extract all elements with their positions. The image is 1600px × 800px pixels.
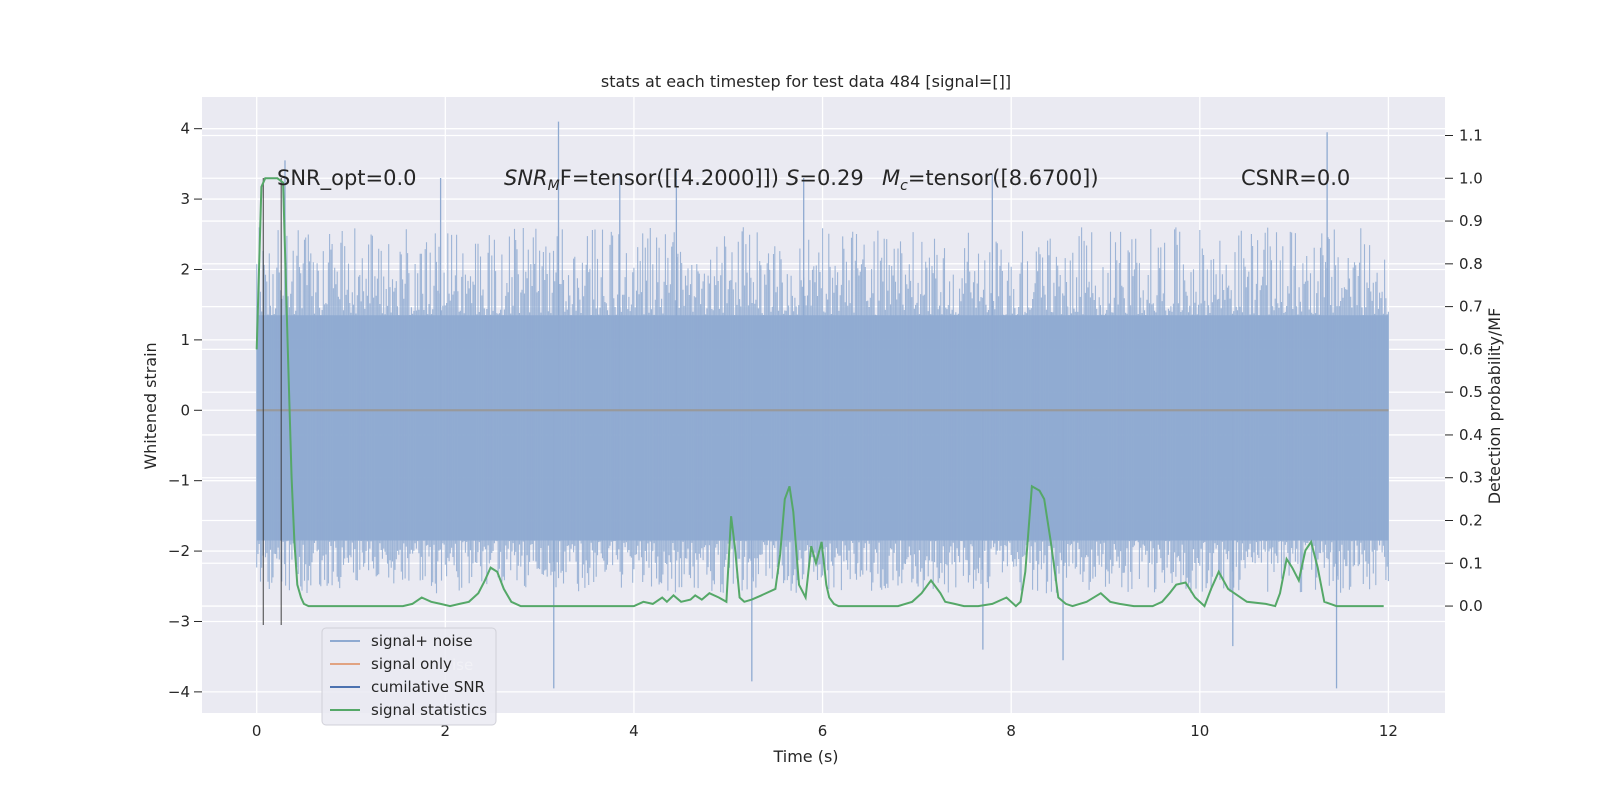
x-tick-label: 4 bbox=[629, 722, 639, 740]
y-right-tick-label: 1.0 bbox=[1459, 169, 1483, 187]
chart-title: stats at each timestep for test data 484… bbox=[601, 72, 1011, 91]
mc-symbol: M bbox=[882, 166, 900, 190]
s-symbol: S bbox=[786, 166, 799, 190]
x-tick-label: 8 bbox=[1006, 722, 1016, 740]
x-axis-ticks: 0 2 4 6 8 10 12 bbox=[252, 722, 1398, 740]
x-tick-label: 10 bbox=[1190, 722, 1209, 740]
y-tick-label: −1 bbox=[168, 472, 190, 490]
vertical-markers bbox=[262, 177, 282, 625]
y-right-tick-label: 0.8 bbox=[1459, 255, 1483, 273]
series-signal-plus-noise bbox=[256, 121, 1389, 689]
y-axis-label: Whitened strain bbox=[141, 342, 160, 469]
x-tick-label: 12 bbox=[1379, 722, 1398, 740]
x-tick-label: 2 bbox=[441, 722, 451, 740]
y-right-tick-label: 0.4 bbox=[1459, 426, 1483, 444]
y-tick-label: −2 bbox=[168, 542, 190, 560]
y-axis-right-label: Detection probability/MF bbox=[1485, 308, 1504, 505]
legend-box bbox=[321, 627, 497, 726]
legend-ghost-text: ise bbox=[452, 656, 473, 674]
series-signal-statistics bbox=[255, 177, 1384, 608]
x-axis-label: Time (s) bbox=[772, 747, 838, 766]
legend-label-signal-statistics: signal statistics bbox=[371, 701, 487, 719]
y-tick-label: 2 bbox=[180, 260, 190, 278]
signal-statistics-line bbox=[255, 177, 1384, 608]
legend-label-signal-only: signal only bbox=[371, 655, 452, 673]
annotation-csnr: CSNR=0.0 bbox=[1241, 166, 1350, 190]
annotation-mc: Mc=tensor([8.6700]) bbox=[882, 166, 1099, 194]
y-tick-label: 4 bbox=[180, 120, 190, 138]
y-axis-right-ticks: 0.0 0.1 0.2 0.3 0.4 0.5 0.6 0.7 0.8 0.9 1.0 1.1 bbox=[1445, 127, 1483, 615]
snr-mf-value: F=tensor([[4.2000]]) bbox=[560, 166, 779, 190]
s-value: =0.29 bbox=[799, 166, 863, 190]
legend-label-signal-noise: signal+ noise bbox=[371, 632, 473, 650]
snr-mf-symbol: SNR bbox=[504, 166, 548, 190]
legend-label-cumulative-snr: cumilative SNR bbox=[371, 678, 485, 696]
mc-value: =tensor([8.6700]) bbox=[908, 166, 1099, 190]
y-axis-ticks: −4 −3 −2 −1 0 1 2 3 4 bbox=[168, 120, 202, 701]
y-right-tick-label: 1.1 bbox=[1459, 127, 1483, 145]
x-tick-label: 0 bbox=[252, 722, 262, 740]
y-right-tick-label: 0.7 bbox=[1459, 298, 1483, 316]
y-right-tick-label: 0.5 bbox=[1459, 383, 1483, 401]
y-tick-label: −4 bbox=[168, 683, 190, 701]
y-right-tick-label: 0.9 bbox=[1459, 212, 1483, 230]
y-right-tick-label: 0.2 bbox=[1459, 512, 1483, 530]
y-right-tick-label: 0.0 bbox=[1459, 597, 1483, 615]
annotation-snr-opt: SNR_opt=0.0 bbox=[277, 166, 417, 191]
x-tick-label: 6 bbox=[818, 722, 828, 740]
y-tick-label: 1 bbox=[180, 331, 190, 349]
legend: ise signal+ noise signal only cumilative… bbox=[321, 627, 497, 726]
y-right-tick-label: 0.3 bbox=[1459, 469, 1483, 487]
annotation-snr-mf: SNRMF=tensor([[4.2000]]) bbox=[504, 166, 779, 194]
y-tick-label: 3 bbox=[180, 190, 190, 208]
snr-mf-subscript: M bbox=[548, 178, 560, 194]
y-right-tick-label: 0.1 bbox=[1459, 554, 1483, 572]
annotation-s: S=0.29 bbox=[786, 166, 864, 190]
y-tick-label: 0 bbox=[180, 401, 190, 419]
mc-subscript: c bbox=[900, 178, 908, 194]
y-tick-label: −3 bbox=[168, 612, 190, 630]
y-right-tick-label: 0.6 bbox=[1459, 340, 1483, 358]
